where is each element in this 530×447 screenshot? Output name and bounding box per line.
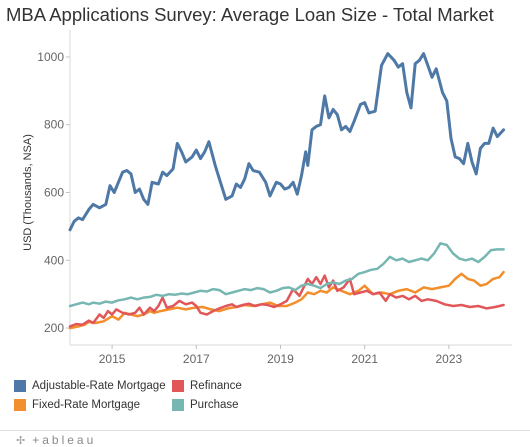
x-tick-label: 2017	[183, 352, 210, 366]
y-tick-label: 1000	[37, 50, 64, 64]
x-tick-label: 2021	[351, 352, 378, 366]
legend-item-purchase[interactable]: Purchase	[172, 399, 239, 411]
legend-label-adjustable-rate: Adjustable-Rate Mortgage	[32, 380, 166, 392]
y-tick-label: 600	[44, 186, 64, 200]
x-tick-label: 2015	[99, 352, 126, 366]
y-tick-label: 800	[44, 118, 64, 132]
legend-item-adjustable-rate[interactable]: Adjustable-Rate Mortgage	[14, 380, 166, 392]
legend-swatch-purchase	[172, 399, 184, 411]
series-line-purchase	[68, 242, 505, 308]
legend-label-refinance: Refinance	[190, 380, 242, 392]
series-line-adjustable-rate-mortgage	[68, 52, 506, 232]
line-chart: 200 400 600 800 1000 2015 2017 2019 2021 2023 USD …	[22, 30, 512, 366]
legend-label-fixed-rate: Fixed-Rate Mortgage	[32, 399, 141, 411]
chart-title: MBA Applications Survey: Average Loan Si…	[6, 4, 494, 25]
y-tick-label: 200	[44, 321, 64, 335]
x-tick-label: 2019	[267, 352, 294, 366]
tableau-wordmark: +ableau	[32, 433, 97, 447]
legend-swatch-refinance	[172, 380, 184, 392]
legend-swatch-adjustable-rate	[14, 380, 26, 392]
tableau-logo[interactable]: ✢ +ableau	[16, 433, 96, 447]
y-axis-label: USD (Thousands, NSA)	[22, 134, 34, 251]
legend-swatch-fixed-rate	[14, 399, 26, 411]
footer-divider	[0, 430, 530, 431]
series-line-refinance	[68, 274, 505, 328]
y-tick-label: 400	[44, 253, 64, 267]
x-tick-label: 2023	[436, 352, 463, 366]
series-line-fixed-rate-mortgage	[68, 270, 505, 330]
legend-label-purchase: Purchase	[190, 399, 239, 411]
legend-item-refinance[interactable]: Refinance	[172, 380, 242, 392]
tableau-mark-icon: ✢	[16, 434, 29, 447]
legend-item-fixed-rate[interactable]: Fixed-Rate Mortgage	[14, 399, 140, 411]
